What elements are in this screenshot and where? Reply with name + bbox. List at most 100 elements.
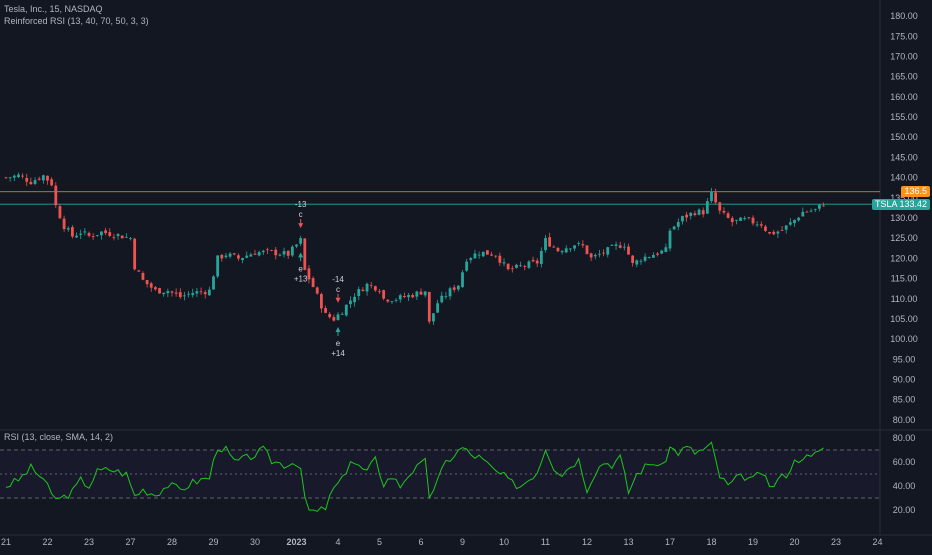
candle — [606, 246, 610, 258]
candle — [257, 250, 261, 257]
candle — [672, 225, 676, 231]
candle-body — [614, 244, 618, 246]
candle — [589, 252, 593, 262]
candle-body — [361, 289, 365, 292]
candle-body — [701, 210, 705, 215]
candle-body — [535, 260, 539, 264]
candle-body — [477, 254, 481, 256]
candle-body — [581, 244, 585, 246]
candle-body — [577, 243, 581, 244]
candle-body — [187, 293, 190, 295]
candle — [668, 228, 672, 252]
candle — [577, 241, 581, 247]
candle — [41, 174, 45, 184]
candle — [290, 245, 294, 257]
candle — [261, 249, 265, 255]
candle — [17, 172, 20, 179]
candle-body — [664, 247, 668, 252]
symbol-legend[interactable]: Tesla, Inc., 15, NASDAQ — [4, 4, 103, 14]
candle — [66, 226, 70, 232]
candle — [95, 234, 99, 237]
candle — [469, 256, 473, 264]
rsi-legend[interactable]: RSI (13, close, SMA, 14, 2) — [4, 432, 113, 442]
candle — [602, 249, 605, 257]
candle — [635, 259, 639, 268]
candle-body — [672, 226, 676, 230]
candle — [154, 286, 157, 291]
price-tick-label: 120.00 — [890, 253, 918, 263]
candle — [714, 188, 718, 204]
candle-body — [656, 253, 659, 255]
candle — [299, 235, 303, 247]
candle — [751, 215, 755, 226]
candle — [340, 312, 344, 315]
time-tick-label: 9 — [460, 537, 465, 547]
candle-body — [751, 217, 755, 224]
candle — [25, 173, 29, 187]
candle-body — [154, 287, 157, 290]
candle — [332, 314, 336, 322]
candle — [191, 288, 195, 298]
candle-body — [195, 291, 199, 294]
price-tick-label: 140.00 — [890, 173, 918, 183]
price-tick-label: 155.00 — [890, 112, 918, 122]
candle — [510, 265, 514, 273]
candle — [768, 231, 771, 235]
candle-body — [71, 227, 74, 237]
time-tick-label: 17 — [665, 537, 675, 547]
candle-body — [556, 247, 560, 252]
candle — [116, 233, 120, 240]
candle-body — [66, 228, 70, 230]
candle — [320, 292, 323, 313]
candle-body — [444, 296, 448, 297]
time-tick-label: 29 — [208, 537, 218, 547]
candle — [788, 218, 792, 227]
candle — [108, 228, 112, 238]
candle-body — [722, 210, 726, 213]
candle — [436, 299, 439, 313]
price-tick-label: 115.00 — [891, 274, 918, 284]
candle — [187, 290, 190, 298]
candle — [585, 245, 589, 255]
time-tick-label: 27 — [125, 537, 135, 547]
candle — [411, 293, 415, 299]
candle — [149, 281, 153, 292]
candle — [390, 300, 394, 304]
candle-body — [112, 237, 116, 238]
candle-body — [486, 250, 489, 255]
time-tick-label: 12 — [582, 537, 592, 547]
candle-body — [95, 234, 99, 236]
candle-body — [100, 231, 103, 236]
price-tick-label: 130.00 — [890, 213, 918, 223]
candle — [739, 217, 742, 221]
candle — [21, 173, 24, 179]
candle-body — [440, 295, 444, 303]
candle-body — [170, 291, 174, 293]
down-arrow-icon — [335, 297, 341, 303]
rsi-tick-label: 20.00 — [893, 505, 916, 515]
candle-body — [274, 249, 278, 256]
candle-body — [622, 246, 626, 248]
candle — [91, 233, 95, 240]
time-tick-label: 23 — [84, 537, 94, 547]
candle-body — [315, 287, 319, 294]
candle — [759, 221, 763, 229]
indicator-legend[interactable]: Reinforced RSI (13, 40, 70, 50, 3, 3) — [4, 16, 149, 26]
candle — [560, 249, 564, 255]
candle-body — [735, 219, 738, 221]
candle-body — [411, 295, 415, 298]
candle-body — [407, 294, 410, 298]
candle-body — [344, 304, 348, 316]
candle — [531, 256, 535, 263]
candle-body — [46, 175, 49, 181]
candle — [697, 208, 701, 216]
candle — [614, 241, 618, 251]
candle — [448, 286, 452, 300]
candle-body — [456, 285, 460, 290]
candle — [353, 293, 356, 307]
candle — [764, 224, 767, 232]
candle — [344, 304, 348, 317]
candle — [710, 187, 713, 203]
candle — [631, 255, 635, 267]
